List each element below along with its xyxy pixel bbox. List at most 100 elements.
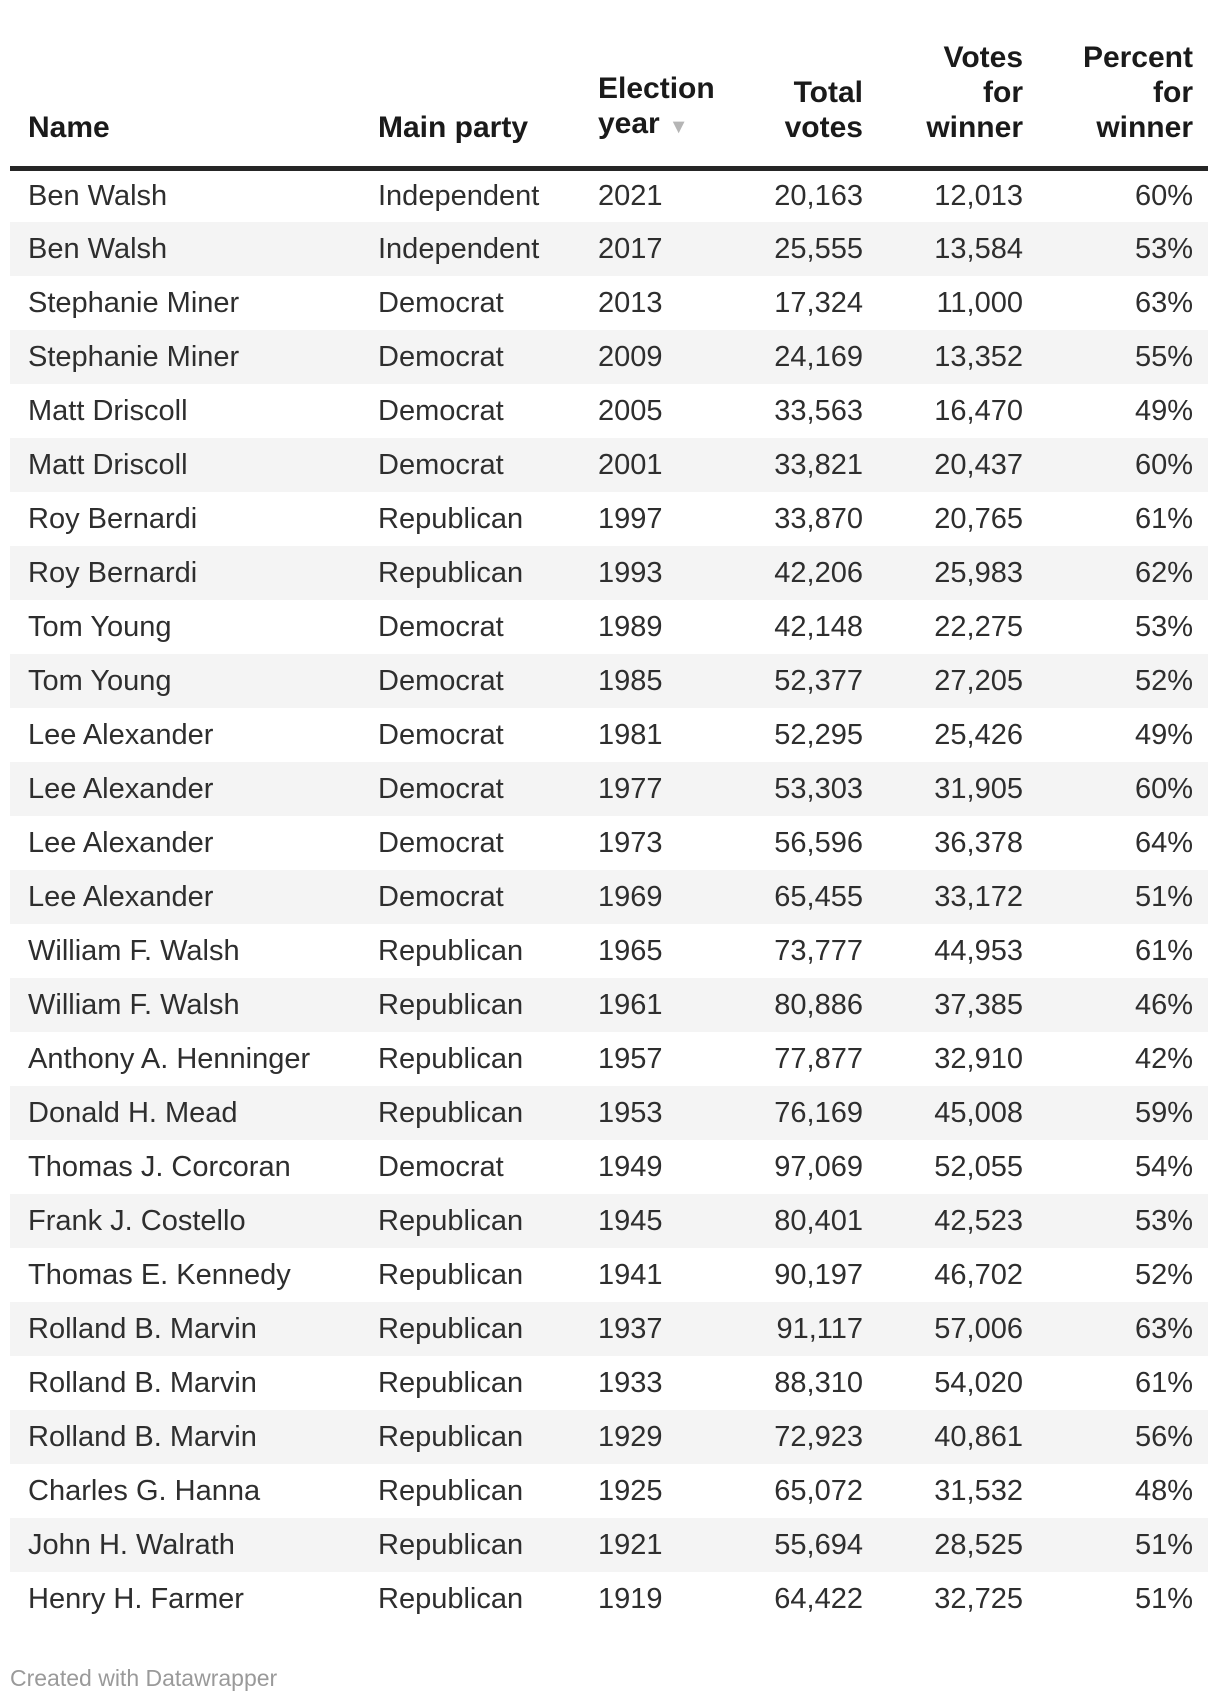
cell-party: Democrat xyxy=(378,664,504,697)
cell-percent-for-winner: 53% xyxy=(1134,1204,1193,1237)
cell-year: 1945 xyxy=(598,1204,663,1237)
cell-votes-for-winner: 13,584 xyxy=(934,232,1023,265)
column-header-election-year[interactable]: Election year ▼ xyxy=(588,0,748,171)
cell-name: Charles G. Hanna xyxy=(28,1474,261,1507)
cell-percent-for-winner: 63% xyxy=(1134,1312,1193,1345)
cell-total-votes: 42,206 xyxy=(774,556,863,589)
cell-party: Independent xyxy=(378,232,540,265)
cell-total-votes: 64,422 xyxy=(774,1582,863,1615)
cell-percent-for-winner: 51% xyxy=(1134,1528,1193,1561)
cell-party: Republican xyxy=(378,1474,524,1507)
cell-year: 1933 xyxy=(598,1366,663,1399)
cell-name: Lee Alexander xyxy=(28,826,214,859)
cell-total-votes: 17,324 xyxy=(774,286,863,319)
table-row: Thomas J. Corcoran Democrat 1949 97,069 52,0… xyxy=(10,1140,1208,1194)
cell-party: Republican xyxy=(378,1042,524,1075)
column-header-main-party[interactable]: Main party xyxy=(368,0,588,171)
cell-total-votes: 52,377 xyxy=(774,664,863,697)
cell-name: Ben Walsh xyxy=(28,179,168,212)
cell-name: William F. Walsh xyxy=(28,988,240,1021)
cell-votes-for-winner: 42,523 xyxy=(934,1204,1023,1237)
cell-total-votes: 20,163 xyxy=(774,179,863,212)
cell-total-votes: 33,821 xyxy=(774,448,863,481)
column-header-total-votes-label: Total votes xyxy=(784,75,863,144)
cell-year: 1957 xyxy=(598,1042,663,1075)
cell-name: Donald H. Mead xyxy=(28,1096,238,1129)
table-row: Anthony A. Henninger Republican 1957 77,877… xyxy=(10,1032,1208,1086)
cell-percent-for-winner: 46% xyxy=(1134,988,1193,1021)
cell-party: Republican xyxy=(378,1420,524,1453)
cell-total-votes: 80,401 xyxy=(774,1204,863,1237)
cell-party: Democrat xyxy=(378,286,504,319)
cell-total-votes: 91,117 xyxy=(776,1312,863,1345)
cell-party: Democrat xyxy=(378,718,504,751)
cell-percent-for-winner: 64% xyxy=(1134,826,1193,859)
cell-party: Democrat xyxy=(378,826,504,859)
cell-year: 1929 xyxy=(598,1420,663,1453)
cell-percent-for-winner: 60% xyxy=(1134,772,1193,805)
cell-votes-for-winner: 32,910 xyxy=(934,1042,1023,1075)
cell-name: Rolland B. Marvin xyxy=(28,1312,257,1345)
cell-votes-for-winner: 36,378 xyxy=(934,826,1023,859)
cell-percent-for-winner: 52% xyxy=(1134,1258,1193,1291)
cell-name: Lee Alexander xyxy=(28,880,214,913)
cell-votes-for-winner: 32,725 xyxy=(934,1582,1023,1615)
cell-party: Republican xyxy=(378,934,524,967)
table-row: Tom Young Democrat 1989 42,148 22,275 53% xyxy=(10,600,1208,654)
column-header-percent-for-winner[interactable]: Percent for winner xyxy=(1023,0,1208,171)
cell-votes-for-winner: 33,172 xyxy=(934,880,1023,913)
cell-total-votes: 53,303 xyxy=(774,772,863,805)
cell-votes-for-winner: 25,426 xyxy=(934,718,1023,751)
cell-percent-for-winner: 51% xyxy=(1134,1582,1193,1615)
cell-year: 2021 xyxy=(598,179,663,212)
cell-party: Republican xyxy=(378,1096,524,1129)
table-header: Name Main party Election year ▼ Total vot… xyxy=(10,0,1208,171)
table-row: Lee Alexander Democrat 1981 52,295 25,426 49% xyxy=(10,708,1208,762)
table-row: Matt Driscoll Democrat 2005 33,563 16,470 49% xyxy=(10,384,1208,438)
cell-percent-for-winner: 54% xyxy=(1134,1150,1193,1183)
cell-votes-for-winner: 31,532 xyxy=(934,1474,1023,1507)
cell-percent-for-winner: 60% xyxy=(1134,448,1193,481)
cell-year: 2009 xyxy=(598,340,663,373)
cell-total-votes: 52,295 xyxy=(774,718,863,751)
table-row: Lee Alexander Democrat 1973 56,596 36,378 64% xyxy=(10,816,1208,870)
cell-name: Stephanie Miner xyxy=(28,340,240,373)
column-header-total-votes[interactable]: Total votes xyxy=(748,0,863,171)
datawrapper-attribution-link[interactable]: Created with Datawrapper xyxy=(10,1665,278,1691)
cell-votes-for-winner: 31,905 xyxy=(934,772,1023,805)
cell-name: John H. Walrath xyxy=(28,1528,235,1561)
cell-party: Republican xyxy=(378,1366,524,1399)
cell-party: Republican xyxy=(378,1204,524,1237)
cell-year: 1949 xyxy=(598,1150,663,1183)
cell-percent-for-winner: 62% xyxy=(1134,556,1193,589)
column-header-name-label: Name xyxy=(28,110,110,144)
cell-year: 1941 xyxy=(598,1258,663,1291)
cell-percent-for-winner: 48% xyxy=(1134,1474,1193,1507)
cell-votes-for-winner: 54,020 xyxy=(934,1366,1023,1399)
cell-year: 1965 xyxy=(598,934,663,967)
cell-total-votes: 90,197 xyxy=(774,1258,863,1291)
cell-votes-for-winner: 13,352 xyxy=(934,340,1023,373)
column-header-votes-for-winner[interactable]: Votes for winner xyxy=(863,0,1023,171)
cell-party: Democrat xyxy=(378,610,504,643)
table-row: William F. Walsh Republican 1961 80,886 37,3… xyxy=(10,978,1208,1032)
cell-percent-for-winner: 49% xyxy=(1134,718,1193,751)
column-header-name[interactable]: Name xyxy=(10,0,368,171)
cell-party: Democrat xyxy=(378,394,504,427)
cell-name: Thomas J. Corcoran xyxy=(28,1150,291,1183)
table-row: Rolland B. Marvin Republican 1929 72,923 40,… xyxy=(10,1410,1208,1464)
cell-name: Henry H. Farmer xyxy=(28,1582,244,1615)
cell-year: 1961 xyxy=(598,988,663,1021)
cell-year: 1969 xyxy=(598,880,663,913)
column-header-percent-for-winner-label: Percent for winner xyxy=(1082,40,1193,144)
table-row: Thomas E. Kennedy Republican 1941 90,197 46,… xyxy=(10,1248,1208,1302)
cell-name: Matt Driscoll xyxy=(28,394,188,427)
cell-total-votes: 56,596 xyxy=(774,826,863,859)
column-header-votes-for-winner-label: Votes for winner xyxy=(926,40,1023,144)
table-row: Rolland B. Marvin Republican 1933 88,310 54,… xyxy=(10,1356,1208,1410)
cell-votes-for-winner: 16,470 xyxy=(934,394,1023,427)
table-row: Henry H. Farmer Republican 1919 64,422 32,72… xyxy=(10,1572,1208,1626)
cell-year: 1921 xyxy=(598,1528,663,1561)
cell-name: Lee Alexander xyxy=(28,718,214,751)
